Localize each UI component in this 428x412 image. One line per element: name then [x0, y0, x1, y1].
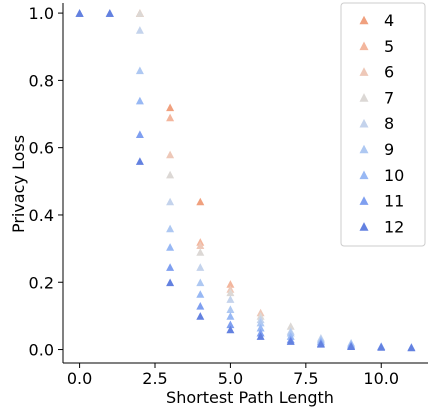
data-point — [166, 243, 175, 251]
data-point — [286, 322, 295, 330]
legend-label: 11 — [384, 192, 404, 211]
y-tick-label: 1.0 — [29, 4, 54, 23]
legend-marker — [359, 222, 369, 231]
data-point — [166, 278, 175, 287]
data-point — [135, 157, 144, 165]
legend-label: 9 — [384, 140, 394, 159]
data-point — [135, 26, 144, 34]
data-point — [135, 9, 144, 17]
legend-label: 10 — [384, 166, 404, 185]
legend-label: 5 — [384, 37, 394, 56]
legend-label: 8 — [384, 114, 394, 133]
data-point — [226, 325, 235, 334]
series-4 — [75, 9, 205, 206]
data-point — [166, 150, 175, 159]
data-point — [196, 302, 205, 310]
data-point — [226, 305, 235, 313]
legend-marker — [359, 93, 369, 102]
axes: 0.0 2.5 5.0 7.5 10.0 0.0 0.2 0.4 0.6 0.8 1.0 — [29, 3, 428, 388]
x-tick-label: 2.5 — [142, 369, 167, 388]
x-tick-label: 0.0 — [67, 369, 92, 388]
data-point — [316, 340, 325, 348]
data-point — [166, 197, 175, 206]
data-point — [196, 263, 205, 271]
y-tick-label: 0.4 — [29, 206, 54, 225]
data-point — [135, 66, 144, 75]
data-point — [256, 323, 265, 332]
series-12 — [75, 9, 416, 352]
data-point — [377, 343, 386, 351]
data-point — [135, 130, 144, 138]
legend-label: 4 — [384, 11, 394, 30]
legend-marker — [359, 67, 369, 76]
data-point — [196, 312, 205, 320]
x-tick-label: 5.0 — [218, 369, 243, 388]
data-point — [196, 197, 205, 206]
y-axis-label: Privacy Loss — [9, 135, 28, 233]
y-tick-label: 0.6 — [29, 139, 54, 158]
plot-area — [75, 9, 416, 352]
data-point — [166, 103, 175, 112]
series-9 — [75, 9, 356, 347]
data-point — [166, 170, 175, 179]
data-point — [196, 290, 205, 298]
data-point — [286, 337, 295, 345]
legend-marker — [359, 170, 369, 180]
y-tick-label: 0.8 — [29, 71, 54, 90]
data-point — [226, 288, 235, 297]
x-tick-label: 10.0 — [363, 369, 399, 388]
data-point — [75, 9, 84, 17]
data-point — [226, 312, 235, 320]
series-7 — [75, 9, 295, 330]
legend-marker — [359, 118, 369, 128]
legend-label: 12 — [384, 217, 404, 236]
data-point — [226, 320, 235, 329]
legend-marker — [359, 41, 369, 51]
legend-label: 7 — [384, 88, 394, 107]
legend-label: 6 — [384, 63, 394, 82]
data-point — [226, 295, 235, 303]
y-tick-label: 0.2 — [29, 273, 54, 292]
y-tick-label: 0.0 — [29, 341, 54, 360]
data-point — [226, 280, 235, 288]
data-point — [166, 113, 175, 122]
data-point — [347, 342, 356, 350]
series-5 — [75, 9, 235, 288]
data-point — [256, 332, 265, 340]
data-point — [196, 241, 205, 249]
legend-marker — [359, 196, 369, 205]
legend-marker — [359, 144, 369, 154]
legend-box — [340, 2, 426, 247]
data-point — [196, 278, 205, 287]
x-axis-label: Shortest Path Length — [166, 388, 334, 407]
legend: 4 5 6 7 8 9 10 11 12 — [340, 2, 426, 247]
data-point — [407, 343, 416, 352]
data-point — [105, 9, 114, 17]
data-point — [166, 224, 175, 233]
data-point — [196, 248, 205, 256]
data-point — [166, 263, 175, 271]
legend-marker — [359, 15, 369, 25]
data-point — [256, 318, 265, 327]
x-tick-label: 7.5 — [293, 369, 318, 388]
data-point — [135, 96, 144, 105]
